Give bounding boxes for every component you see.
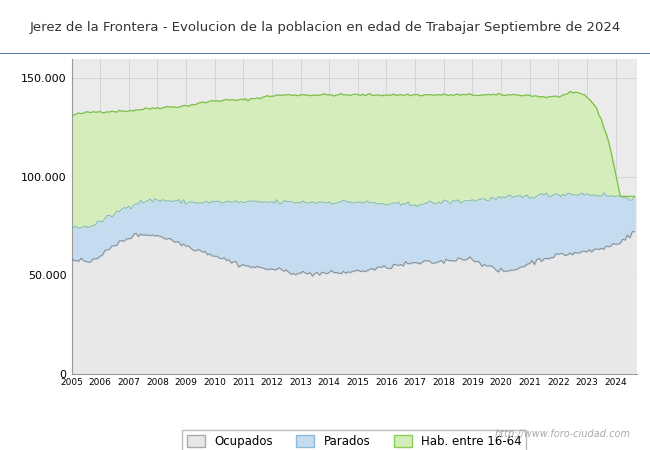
Legend: Ocupados, Parados, Hab. entre 16-64: Ocupados, Parados, Hab. entre 16-64: [182, 430, 526, 450]
Text: foro-ciudad.com: foro-ciudad.com: [241, 234, 467, 261]
Text: http://www.foro-ciudad.com: http://www.foro-ciudad.com: [495, 429, 630, 439]
Text: Jerez de la Frontera - Evolucion de la poblacion en edad de Trabajar Septiembre : Jerez de la Frontera - Evolucion de la p…: [29, 21, 621, 33]
